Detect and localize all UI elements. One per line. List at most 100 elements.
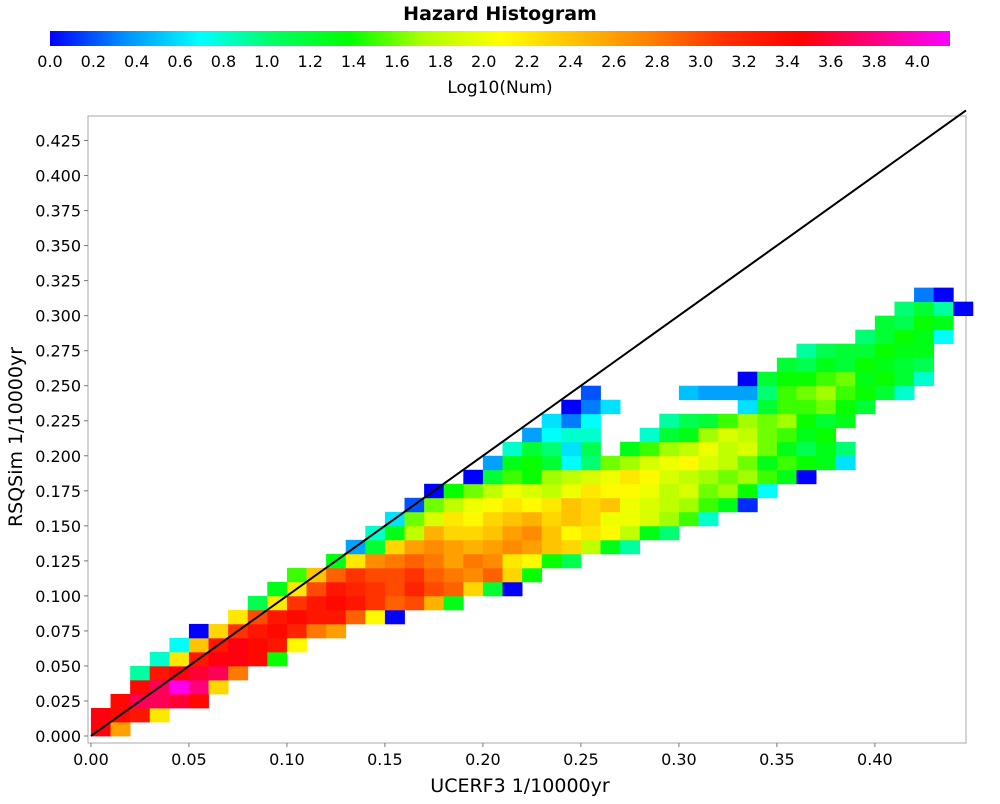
- heatmap-cell: [874, 357, 895, 373]
- heatmap-cell: [463, 525, 484, 541]
- heatmap-cell: [384, 525, 405, 541]
- heatmap-cell: [365, 539, 386, 555]
- x-tick-label: 0.05: [171, 750, 207, 769]
- heatmap-cell: [757, 427, 778, 443]
- heatmap-cell: [482, 483, 503, 499]
- heatmap-cell: [600, 525, 621, 541]
- x-tick-label: 0.25: [563, 750, 599, 769]
- y-tick-label: 0.150: [35, 517, 81, 536]
- heatmap-cell: [737, 399, 758, 415]
- heatmap-cell: [914, 329, 935, 345]
- heatmap-cell: [188, 623, 209, 639]
- heatmap-cell: [541, 497, 562, 513]
- heatmap-cell: [737, 371, 758, 387]
- heatmap-cell: [267, 581, 288, 597]
- colorbar-tick-label: 0.2: [81, 52, 106, 71]
- heatmap-cell: [404, 539, 425, 555]
- heatmap-cell: [639, 469, 660, 485]
- heatmap-cell: [620, 511, 641, 527]
- colorbar-tick-label: 3.8: [861, 52, 886, 71]
- heatmap-cell: [835, 399, 856, 415]
- heatmap-cell: [404, 525, 425, 541]
- heatmap-cell: [502, 511, 523, 527]
- heatmap-cell: [345, 553, 366, 569]
- heatmap-cell: [443, 483, 464, 499]
- heatmap-cell: [188, 679, 209, 695]
- colorbar-tick-label: 2.8: [645, 52, 670, 71]
- heatmap-cell: [228, 651, 249, 667]
- heatmap-cell: [659, 483, 680, 499]
- heatmap-cell: [639, 483, 660, 499]
- heatmap-cell: [914, 301, 935, 317]
- heatmap-cell: [384, 609, 405, 625]
- y-tick-label: 0.125: [35, 552, 81, 571]
- heatmap-cell: [757, 455, 778, 471]
- heatmap-cell: [286, 567, 307, 583]
- heatmap-cell: [384, 539, 405, 555]
- heatmap-cell: [835, 441, 856, 457]
- heatmap-cell: [639, 497, 660, 513]
- heatmap-cell: [541, 525, 562, 541]
- heatmap-cell: [855, 399, 876, 415]
- heatmap-cell: [737, 455, 758, 471]
- heatmap-cell: [541, 441, 562, 457]
- heatmap-cell: [953, 301, 974, 317]
- heatmap-cell: [188, 693, 209, 709]
- y-tick-label: 0.025: [35, 692, 81, 711]
- heatmap-cell: [718, 483, 739, 499]
- heatmap-cell: [286, 623, 307, 639]
- heatmap-cell: [757, 413, 778, 429]
- heatmap-cell: [228, 609, 249, 625]
- heatmap-cell: [384, 595, 405, 611]
- colorbar-label: Log10(Num): [447, 78, 552, 98]
- heatmap-cell: [522, 539, 543, 555]
- heatmap-cell: [757, 469, 778, 485]
- heatmap-cell: [796, 399, 817, 415]
- heatmap-cell: [776, 385, 797, 401]
- heatmap-cell: [659, 413, 680, 429]
- heatmap-cell: [463, 539, 484, 555]
- heatmap-cell: [443, 511, 464, 527]
- heatmap-cell: [639, 511, 660, 527]
- heatmap-cell: [757, 483, 778, 499]
- heatmap-cell: [345, 581, 366, 597]
- heatmap-cell: [620, 525, 641, 541]
- x-tick-label: 0.10: [269, 750, 305, 769]
- colorbar-ticks: 0.0 0.2 0.4 0.6 0.8 1.0 1.2 1.4 1.6 1.8 2.0 2.2 2.4 2…: [37, 52, 930, 71]
- heatmap-cell: [522, 567, 543, 583]
- heatmap-cell: [914, 343, 935, 359]
- heatmap-cell: [600, 469, 621, 485]
- heatmap-cell: [698, 427, 719, 443]
- heatmap-cell: [580, 469, 601, 485]
- heatmap-cell: [502, 567, 523, 583]
- chart-title: Hazard Histogram: [403, 3, 597, 25]
- heatmap-cell: [561, 441, 582, 457]
- heatmap-cell: [894, 329, 915, 345]
- heatmap-cell: [306, 623, 327, 639]
- heatmap-cell: [776, 399, 797, 415]
- heatmap-cell: [855, 329, 876, 345]
- heatmap-cell: [561, 525, 582, 541]
- heatmap-cell: [365, 609, 386, 625]
- heatmap-cell: [247, 623, 268, 639]
- heatmap-cell: [149, 651, 170, 667]
- heatmap-cell: [894, 385, 915, 401]
- heatmap-cell: [482, 553, 503, 569]
- heatmap-cell: [502, 525, 523, 541]
- heatmap-cell: [130, 679, 151, 695]
- heatmap-cell: [424, 581, 445, 597]
- x-tick-label: 0.30: [661, 750, 697, 769]
- colorbar-tick-label: 1.2: [298, 52, 323, 71]
- heatmap-cell: [502, 469, 523, 485]
- heatmap-cell: [737, 483, 758, 499]
- heatmap-cell: [933, 329, 954, 345]
- heatmap-cell: [816, 371, 837, 387]
- heatmap-cell: [384, 567, 405, 583]
- heatmap-cell: [580, 483, 601, 499]
- heatmap-cell: [835, 357, 856, 373]
- heatmap-cell: [639, 525, 660, 541]
- heatmap-cell: [620, 539, 641, 555]
- heatmap-cell: [776, 469, 797, 485]
- heatmap-cell: [914, 371, 935, 387]
- heatmap-cell: [718, 497, 739, 513]
